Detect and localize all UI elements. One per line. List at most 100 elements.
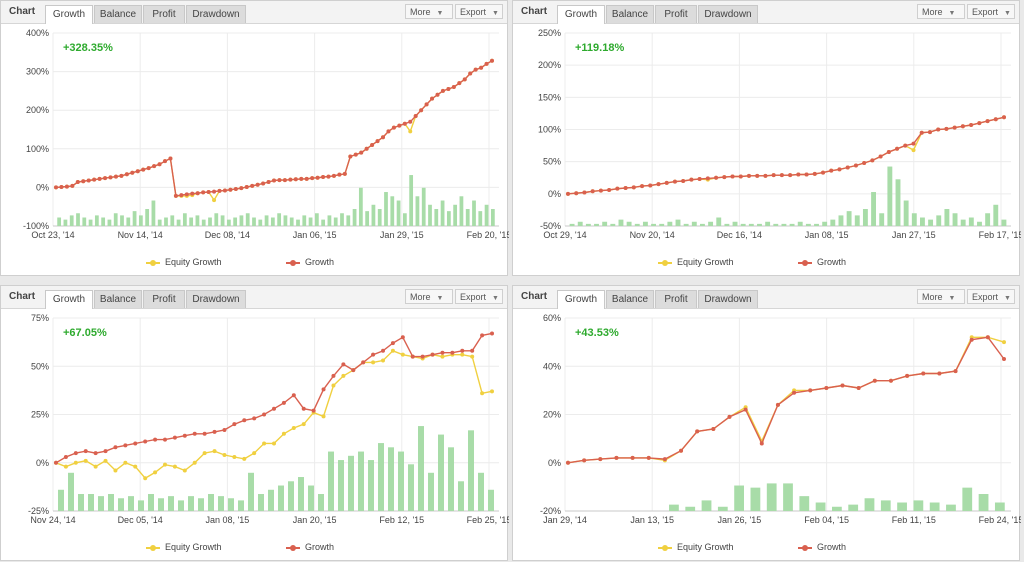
growth-point — [430, 96, 435, 101]
tab-growth[interactable]: Growth — [45, 290, 93, 309]
growth-point — [566, 191, 570, 196]
tab-balance[interactable]: Balance — [606, 290, 654, 308]
volume-bar — [245, 213, 250, 226]
equity-point — [272, 441, 276, 446]
tab-balance[interactable]: Balance — [94, 5, 142, 23]
y-tick-label: 0% — [548, 458, 561, 468]
volume-bar — [880, 500, 891, 511]
volume-bar — [602, 221, 608, 226]
growth-point — [86, 178, 91, 183]
growth-point — [689, 177, 694, 182]
volume-bar — [977, 221, 982, 226]
volume-bar — [308, 485, 314, 511]
growth-point — [419, 108, 424, 113]
tab-drawdown[interactable]: Drawdown — [698, 5, 758, 23]
legend-equity-growth[interactable]: Equity Growth — [658, 257, 734, 267]
volume-bar — [920, 217, 925, 226]
growth-point — [81, 179, 86, 184]
volume-bar — [962, 487, 973, 511]
equity-point — [470, 354, 475, 359]
export-label: Export — [460, 292, 487, 302]
growth-point — [391, 125, 396, 130]
export-button[interactable]: Export ▼ — [967, 289, 1015, 304]
more-button[interactable]: More ▼ — [405, 289, 453, 304]
volume-bar — [585, 223, 591, 226]
growth-point — [812, 171, 817, 176]
growth-point — [291, 393, 296, 398]
y-tick-label: 60% — [543, 313, 561, 323]
legend-equity-growth[interactable]: Equity Growth — [146, 257, 222, 267]
volume-bar — [164, 217, 168, 226]
growth-point — [272, 178, 276, 183]
volume-bar — [968, 217, 974, 226]
growth-point — [648, 183, 653, 188]
volume-bar — [358, 451, 364, 511]
caret-down-icon: ▼ — [436, 295, 444, 302]
chart-label: Chart — [521, 6, 548, 17]
export-button[interactable]: Export ▼ — [967, 4, 1015, 19]
tab-growth[interactable]: Growth — [557, 5, 605, 24]
growth-point — [886, 150, 891, 155]
volume-bar — [887, 166, 893, 226]
legend-growth[interactable]: Growth — [286, 257, 334, 267]
growth-point — [92, 177, 97, 182]
volume-bar — [799, 496, 810, 511]
volume-bar — [132, 211, 137, 226]
more-button[interactable]: More ▼ — [405, 4, 453, 19]
x-tick-label: Feb 24, '15 — [979, 515, 1021, 525]
tab-balance[interactable]: Balance — [606, 5, 654, 23]
volume-bar — [157, 219, 162, 226]
tab-growth[interactable]: Growth — [557, 290, 605, 309]
export-button[interactable]: Export ▼ — [455, 289, 503, 304]
tab-profit[interactable]: Profit — [143, 290, 185, 308]
legend-growth[interactable]: Growth — [798, 257, 846, 267]
more-button[interactable]: More ▼ — [917, 4, 965, 19]
volume-bar — [101, 217, 106, 226]
volume-bar — [683, 223, 689, 226]
tab-profit[interactable]: Profit — [655, 290, 697, 308]
volume-bar — [296, 219, 300, 226]
x-tick-label: Feb 20, '15 — [467, 230, 509, 240]
export-button[interactable]: Export ▼ — [455, 4, 503, 19]
legend-equity-growth[interactable]: Equity Growth — [146, 542, 222, 552]
x-tick-label: Dec 08, '14 — [205, 230, 250, 240]
caret-down-icon: ▼ — [948, 10, 956, 17]
equity-point — [222, 453, 227, 458]
volume-bar — [428, 472, 434, 511]
tab-drawdown[interactable]: Drawdown — [186, 290, 246, 308]
volume-bar — [298, 477, 304, 511]
tab-profit[interactable]: Profit — [655, 5, 697, 23]
tab-profit[interactable]: Profit — [143, 5, 185, 23]
volume-bar — [484, 204, 489, 226]
volume-bar — [138, 215, 143, 226]
more-button[interactable]: More ▼ — [917, 289, 965, 304]
volume-bar — [773, 223, 779, 226]
equity-point — [400, 352, 405, 357]
growth-point — [821, 170, 826, 175]
growth-point — [130, 170, 135, 175]
legend-growth-swatch — [798, 259, 812, 267]
volume-bar — [618, 219, 624, 226]
legend-growth-label: Growth — [817, 542, 847, 552]
growth-point — [705, 176, 710, 181]
legend-equity-growth[interactable]: Equity Growth — [658, 542, 734, 552]
volume-bar — [626, 221, 632, 226]
volume-bar — [478, 211, 483, 226]
tab-drawdown[interactable]: Drawdown — [698, 290, 758, 308]
volume-bar — [238, 500, 244, 511]
growth-point — [202, 431, 207, 436]
volume-bar — [126, 217, 131, 226]
volume-bar — [148, 494, 154, 511]
tab-drawdown[interactable]: Drawdown — [186, 5, 246, 23]
volume-bar — [289, 217, 294, 226]
tab-balance[interactable]: Balance — [94, 290, 142, 308]
growth-point — [582, 190, 587, 195]
legend-growth[interactable]: Growth — [798, 542, 846, 552]
volume-bar — [848, 504, 859, 511]
growth-point — [662, 457, 667, 462]
tab-growth[interactable]: Growth — [45, 5, 93, 24]
legend-growth[interactable]: Growth — [286, 542, 334, 552]
volume-bar — [421, 187, 426, 226]
growth-point — [722, 175, 727, 180]
volume-bar — [98, 496, 104, 511]
